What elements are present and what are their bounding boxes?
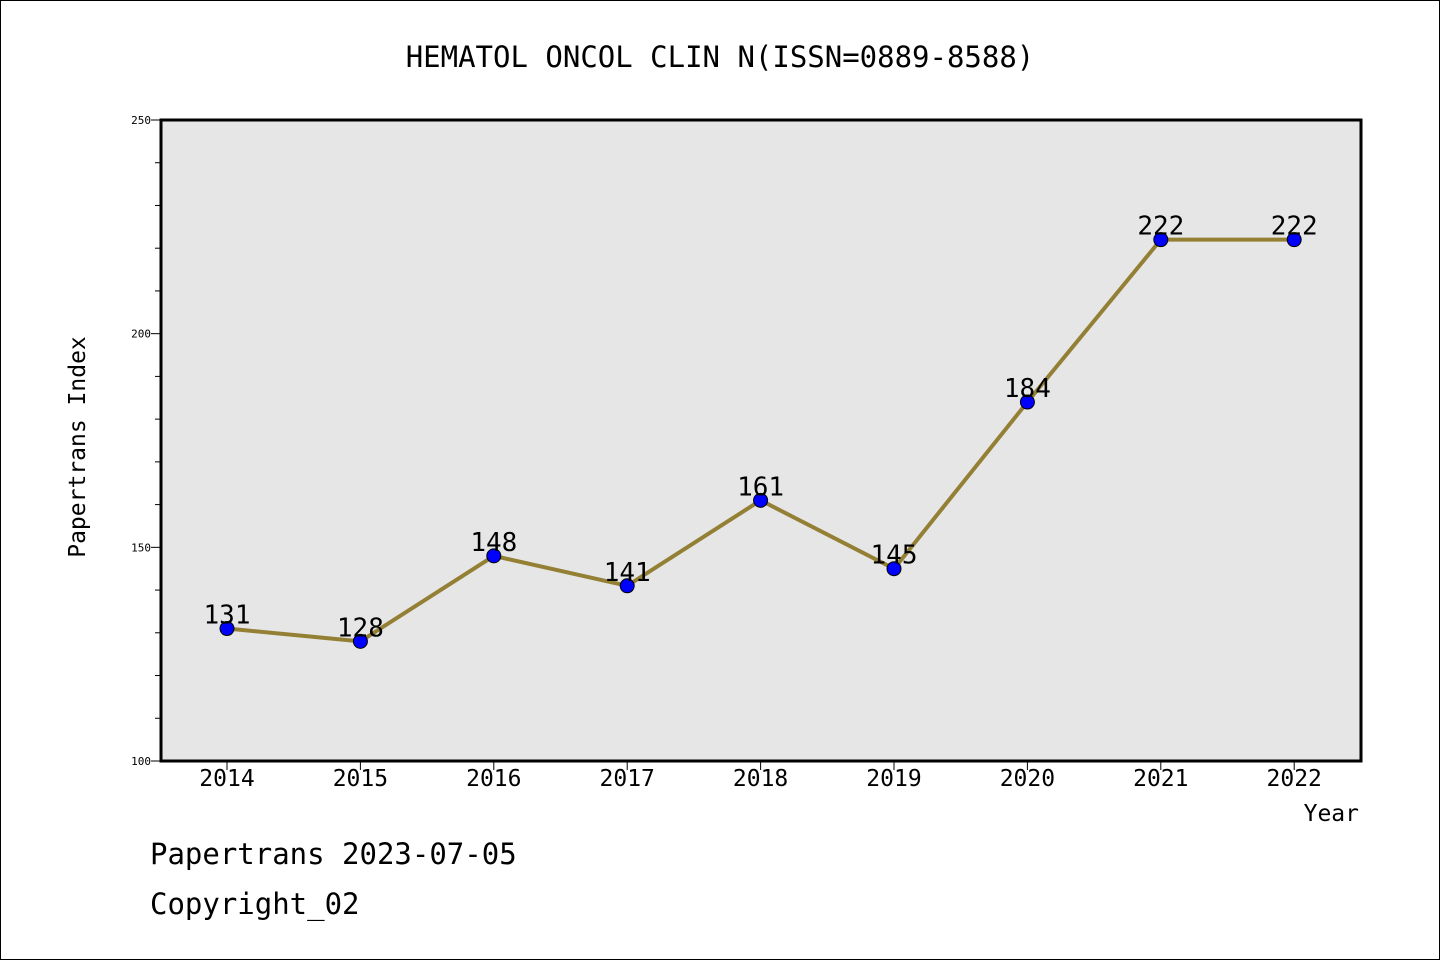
y-tick-label: 100 xyxy=(131,755,151,768)
data-label: 131 xyxy=(204,601,251,631)
data-point xyxy=(486,548,502,564)
y-axis-label: Papertrans Index xyxy=(65,336,91,558)
x-tick-label: 2022 xyxy=(1267,766,1322,792)
footer-copyright: Copyright_02 xyxy=(150,887,360,922)
x-tick-label: 2019 xyxy=(866,766,921,792)
x-tick-label: 2015 xyxy=(333,766,388,792)
plot-area xyxy=(161,120,1361,761)
data-point xyxy=(219,621,235,637)
y-axis-ticks: 100 150 200 250 xyxy=(131,114,161,768)
data-point xyxy=(1153,232,1169,248)
plot-border xyxy=(159,118,1363,763)
x-tick-label: 2017 xyxy=(600,766,655,792)
data-point xyxy=(886,561,902,577)
data-label: 222 xyxy=(1271,212,1318,242)
x-tick-label: 2016 xyxy=(466,766,521,792)
data-point xyxy=(619,578,635,594)
data-label: 161 xyxy=(737,472,784,502)
data-label: 145 xyxy=(871,541,918,571)
data-point xyxy=(1019,394,1035,410)
data-labels: 131 128 148 141 161 145 184 222 222 xyxy=(204,212,1318,644)
x-axis-ticks: 2014 2015 2016 2017 2018 2019 2020 2021 2022 xyxy=(199,761,1322,792)
y-tick-label: 250 xyxy=(131,114,151,127)
x-tick-label: 2014 xyxy=(199,766,254,792)
data-point xyxy=(753,492,769,508)
footer-date: Papertrans 2023-07-05 xyxy=(150,837,517,871)
data-label: 148 xyxy=(470,528,517,558)
x-tick-label: 2021 xyxy=(1133,766,1188,792)
y-tick-label: 200 xyxy=(131,328,151,341)
series-markers xyxy=(219,232,1302,649)
data-label: 141 xyxy=(604,558,651,588)
data-point xyxy=(1286,232,1302,248)
x-tick-label: 2020 xyxy=(1000,766,1055,792)
data-label: 184 xyxy=(1004,374,1051,404)
data-label: 128 xyxy=(337,613,384,643)
chart-title: HEMATOL ONCOL CLIN N(ISSN=0889-8588) xyxy=(406,40,1035,74)
y-tick-label: 150 xyxy=(131,541,151,554)
data-label: 222 xyxy=(1137,212,1184,242)
data-point xyxy=(352,633,368,649)
x-axis-label: Year xyxy=(1304,801,1359,827)
x-tick-label: 2018 xyxy=(733,766,788,792)
